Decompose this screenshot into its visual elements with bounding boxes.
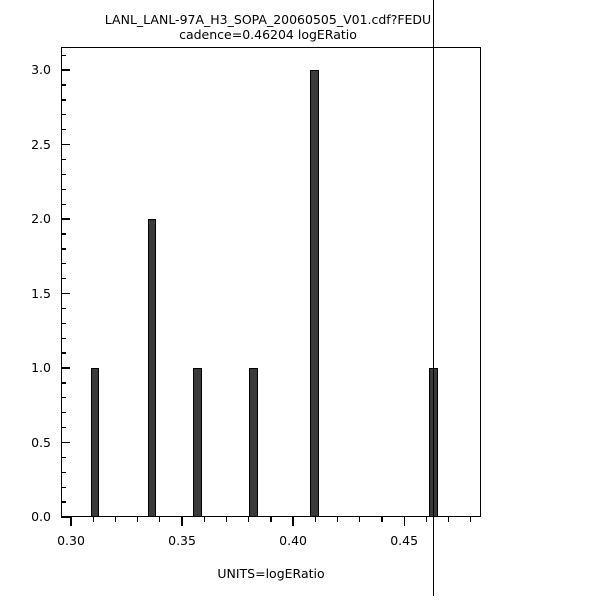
y-tick-minor <box>61 486 66 488</box>
chart-title-line-2: cadence=0.46204 logERatio <box>179 27 357 42</box>
x-tick-minor <box>447 517 450 522</box>
y-tick-minor <box>61 188 66 190</box>
bar <box>248 368 258 517</box>
y-tick-major <box>61 516 70 518</box>
y-tick-minor <box>61 352 66 354</box>
y-tick-minor <box>61 307 66 310</box>
y-tick-minor <box>61 397 66 399</box>
x-tick-label: 0.45 <box>390 533 419 548</box>
y-tick-label: 1.0 <box>31 360 51 376</box>
y-tick-label: 2.5 <box>31 136 51 152</box>
y-tick-minor <box>61 233 66 235</box>
x-tick-minor <box>425 517 427 522</box>
x-tick-minor <box>136 517 139 522</box>
x-axis-caption: UNITS=logERatio <box>217 566 325 581</box>
x-tick-minor <box>159 517 161 522</box>
bar <box>192 368 202 517</box>
chart-title-line-1: LANL_LANL-97A_H3_SOPA_20060505_V01.cdf?F… <box>104 12 432 27</box>
y-tick-minor <box>61 263 66 265</box>
y-tick-major <box>61 143 70 146</box>
y-tick-label: 0.5 <box>31 434 51 450</box>
x-tick-major <box>70 517 72 526</box>
plot-frame <box>61 47 481 517</box>
y-tick-minor <box>61 501 66 503</box>
x-tick-label: 0.40 <box>279 533 308 548</box>
chart-title: LANL_LANL-97A_H3_SOPA_20060505_V01.cdf?F… <box>0 12 536 42</box>
y-tick-minor <box>61 129 66 131</box>
x-tick-minor <box>225 517 228 522</box>
x-tick-minor <box>248 517 250 522</box>
y-tick-minor <box>61 54 66 56</box>
y-tick-minor <box>61 248 66 250</box>
x-tick-major <box>292 517 294 526</box>
y-tick-minor <box>61 114 66 116</box>
y-tick-minor <box>61 277 66 280</box>
x-tick-label: 0.35 <box>168 533 196 548</box>
x-tick-minor <box>381 517 383 522</box>
y-tick-major <box>61 441 70 444</box>
y-tick-label: 1.5 <box>31 285 51 301</box>
y-tick-minor <box>61 456 66 459</box>
x-tick-label: 0.30 <box>57 533 85 548</box>
y-tick-minor <box>61 382 66 384</box>
cursor-line <box>432 0 434 596</box>
x-tick-minor <box>92 517 94 522</box>
y-tick-minor <box>61 322 66 324</box>
y-tick-minor <box>61 203 66 205</box>
y-tick-major <box>61 69 70 71</box>
y-tick-major <box>61 292 70 295</box>
y-tick-label: 0.0 <box>31 509 51 524</box>
plot-area <box>61 47 481 517</box>
x-tick-major <box>181 517 183 526</box>
y-tick-label: 2.0 <box>31 211 51 227</box>
y-tick-minor <box>61 337 66 339</box>
y-tick-minor <box>61 412 66 414</box>
y-tick-minor <box>61 426 66 429</box>
x-tick-minor <box>314 517 316 522</box>
x-tick-minor <box>470 517 472 522</box>
y-tick-label: 3.0 <box>31 62 51 78</box>
bar <box>309 70 319 517</box>
y-tick-minor <box>61 471 66 473</box>
y-tick-minor <box>61 99 66 101</box>
x-tick-major <box>403 517 405 526</box>
bar <box>147 219 157 517</box>
x-tick-minor <box>114 517 117 522</box>
y-tick-minor <box>61 173 66 176</box>
y-tick-minor <box>61 158 66 161</box>
bar <box>90 368 100 517</box>
y-tick-major <box>61 218 70 220</box>
y-tick-minor <box>61 84 66 86</box>
x-tick-minor <box>270 517 272 522</box>
x-tick-minor <box>336 517 339 522</box>
x-tick-minor <box>203 517 205 522</box>
x-tick-minor <box>359 517 361 522</box>
y-tick-major <box>61 367 70 369</box>
